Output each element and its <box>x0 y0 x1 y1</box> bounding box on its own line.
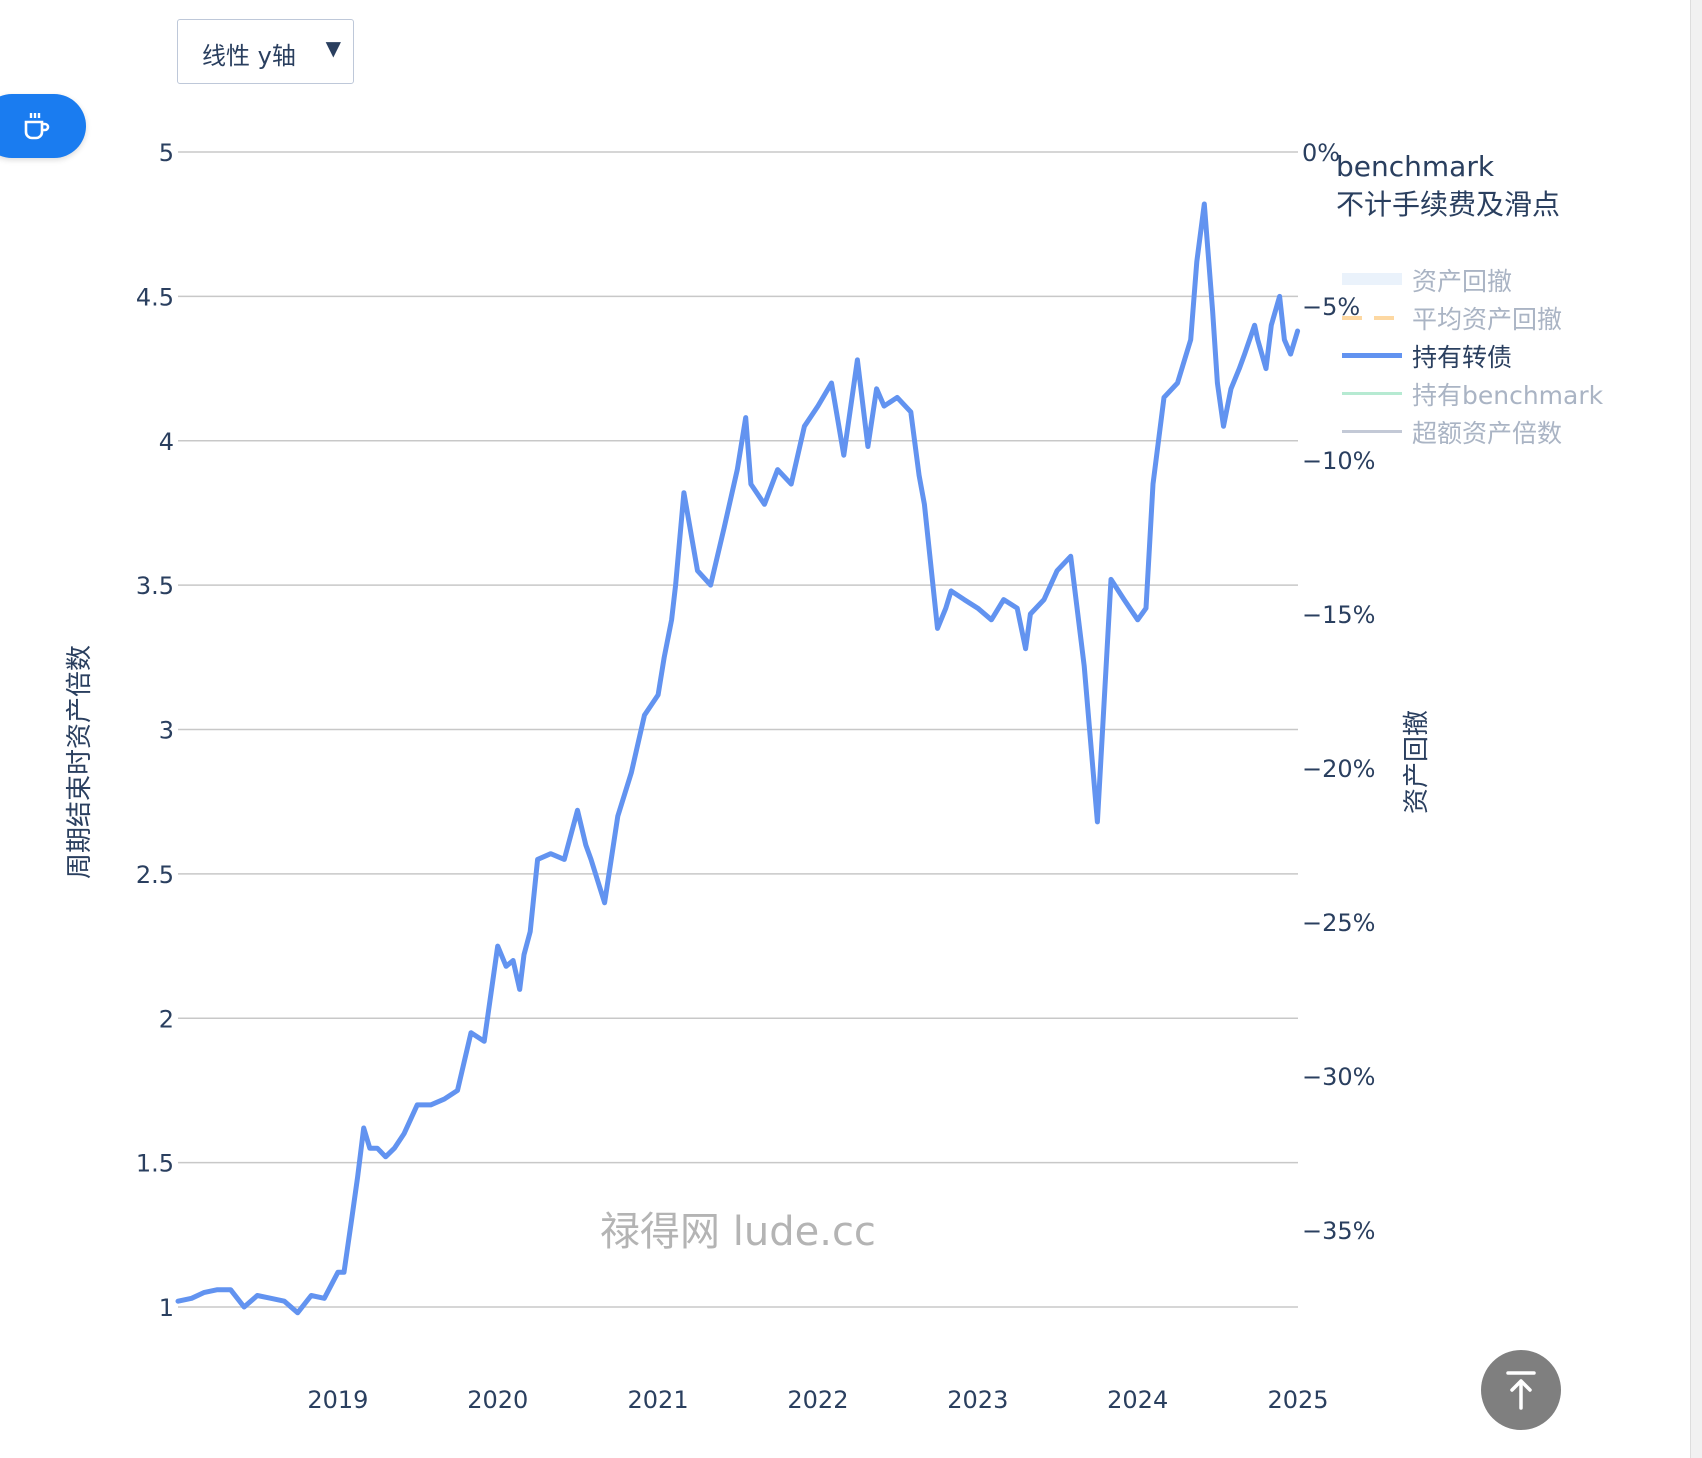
y-tick-label: 3 <box>159 717 174 745</box>
y2-tick-label: −20% <box>1302 755 1375 783</box>
legend-label: 平均资产回撤 <box>1412 305 1563 334</box>
y-scale-dropdown-label: 线性 y轴 <box>202 42 296 70</box>
y2-tick-label: −15% <box>1302 601 1375 629</box>
series-layer <box>175 201 1301 1316</box>
scrollbar-track[interactable] <box>1690 0 1702 1458</box>
y2-tick-label: 0% <box>1302 139 1340 167</box>
x-tick-label: 2023 <box>947 1386 1008 1414</box>
legend-title-line-1: benchmark <box>1336 150 1495 183</box>
y-tick-label: 4.5 <box>136 283 174 311</box>
watermark: 禄得网 lude.cc <box>600 1209 876 1255</box>
legend-title-line-2: 不计手续费及滑点 <box>1336 188 1561 221</box>
legend-label: 持有转债 <box>1412 343 1513 372</box>
y-tick-label: 4 <box>159 428 174 456</box>
legend: benchmark 不计手续费及滑点 资产回撤 平均资产回撤 持有转债 持有be… <box>1336 148 1676 450</box>
x-tick-label: 2020 <box>467 1386 528 1414</box>
grid-lines <box>178 151 1298 1308</box>
y2-axis-ticks: 0%−5%−10%−15%−20%−25%−30%−35% <box>1302 139 1375 1245</box>
x-tick-label: 2022 <box>787 1386 848 1414</box>
legend-item-excess[interactable]: 超额资产倍数 <box>1336 412 1676 450</box>
legend-swatch-hold-cb <box>1342 353 1402 358</box>
legend-swatch-drawdown <box>1342 273 1402 285</box>
y-tick-label: 2 <box>159 1005 174 1033</box>
y2-axis-label: 资产回撤 <box>1402 710 1432 814</box>
y-tick-label: 2.5 <box>136 861 174 889</box>
legend-item-avg-drawdown[interactable]: 平均资产回撤 <box>1336 298 1676 336</box>
legend-label: 超额资产倍数 <box>1412 419 1563 448</box>
legend-item-hold-cb[interactable]: 持有转债 <box>1336 336 1676 374</box>
back-to-top-button[interactable] <box>1481 1350 1561 1430</box>
y2-tick-label: −25% <box>1302 909 1375 937</box>
legend-label: 持有benchmark <box>1412 381 1604 410</box>
legend-swatch-avg-drawdown <box>1342 316 1402 320</box>
y-scale-dropdown[interactable]: 线性 y轴 ▼ <box>177 19 354 84</box>
y2-tick-label: −35% <box>1302 1217 1375 1245</box>
y-tick-label: 5 <box>159 139 174 167</box>
y-tick-label: 1 <box>159 1294 174 1322</box>
x-tick-label: 2019 <box>307 1386 368 1414</box>
series-line-hold-cb <box>175 201 1301 1316</box>
x-tick-label: 2021 <box>628 1386 689 1414</box>
x-axis-ticks: 2019 2020 2021 2022 2023 2024 2025 <box>307 1386 1328 1414</box>
legend-item-hold-benchmark[interactable]: 持有benchmark <box>1336 374 1676 412</box>
legend-swatch-excess <box>1342 430 1402 433</box>
arrow-up-to-line-icon <box>1506 1371 1536 1410</box>
y-axis-ticks: 1 1.5 2 2.5 3 3.5 4 4.5 5 <box>136 139 174 1322</box>
legend-label: 资产回撤 <box>1412 267 1513 296</box>
coffee-button[interactable] <box>0 94 86 158</box>
legend-item-drawdown[interactable]: 资产回撤 <box>1336 260 1676 298</box>
coffee-cup-icon <box>24 113 50 140</box>
x-tick-label: 2025 <box>1267 1386 1328 1414</box>
y2-tick-label: −10% <box>1302 447 1375 475</box>
legend-swatch-hold-benchmark <box>1342 392 1402 395</box>
y-axis-label: 周期结束时资产倍数 <box>65 645 95 879</box>
y-tick-label: 3.5 <box>136 572 174 600</box>
chevron-down-icon: ▼ <box>325 36 341 60</box>
x-tick-label: 2024 <box>1107 1386 1168 1414</box>
y-tick-label: 1.5 <box>136 1150 174 1178</box>
y2-tick-label: −30% <box>1302 1063 1375 1091</box>
